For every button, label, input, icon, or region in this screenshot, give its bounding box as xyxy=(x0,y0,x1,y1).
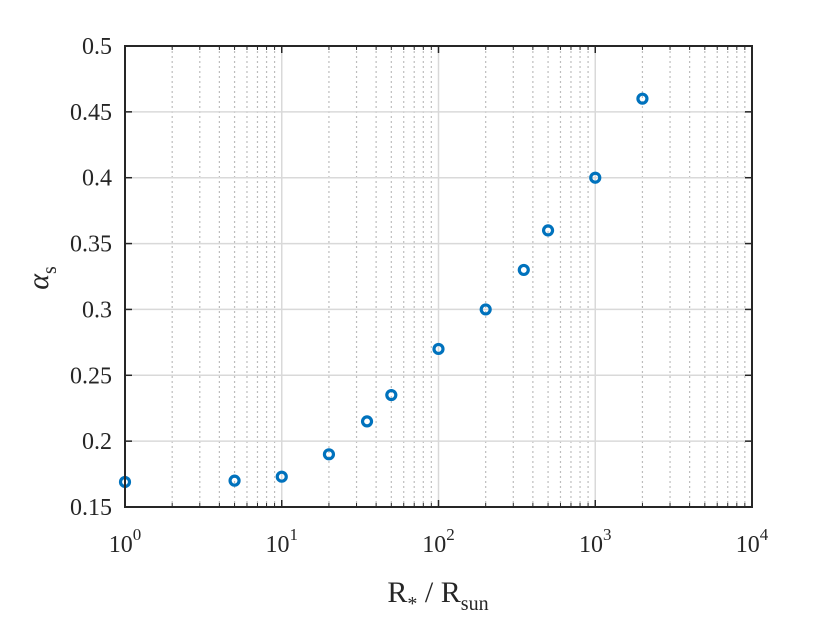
y-tick-label: 0.45 xyxy=(70,100,112,126)
x-tick-label: 103 xyxy=(579,525,612,558)
y-axis-label-main: α xyxy=(22,273,55,290)
x-tick-base: 10 xyxy=(266,532,290,558)
y-tick-label: 0.2 xyxy=(82,429,112,455)
data-point xyxy=(432,342,445,356)
x-tick-exponent: 1 xyxy=(290,525,299,544)
x-tick-base: 10 xyxy=(109,532,133,558)
minor-grid xyxy=(171,46,746,507)
data-points xyxy=(118,92,649,489)
y-tick-label: 0.35 xyxy=(70,232,112,258)
data-point xyxy=(636,92,649,105)
x-axis-label-subscript: * xyxy=(407,593,417,615)
x-tick-exponent: 4 xyxy=(760,525,769,544)
y-axis-label: αs xyxy=(22,266,61,290)
y-tick-label: 0.15 xyxy=(70,495,112,521)
data-point xyxy=(322,448,336,461)
tick-labels: 100 101 102 103 1040.150.20.250.30.350.40.45… xyxy=(70,34,769,558)
axis-ticks xyxy=(124,45,753,508)
data-point xyxy=(275,470,288,483)
x-axis-label-subscript-2: sun xyxy=(461,593,489,615)
x-tick-base: 10 xyxy=(579,532,603,558)
x-axis-label-main: R xyxy=(387,576,407,609)
y-tick-label: 0.5 xyxy=(82,34,112,60)
data-point xyxy=(385,388,398,402)
x-tick-label: 101 xyxy=(266,525,299,558)
x-tick-label: 102 xyxy=(422,525,455,558)
y-axis-label-subscript: s xyxy=(39,266,61,274)
x-axis-label-separator: / R xyxy=(417,576,460,609)
x-tick-base: 10 xyxy=(736,532,760,558)
data-point xyxy=(479,303,492,316)
data-point xyxy=(360,415,374,428)
y-tick-label: 0.4 xyxy=(82,166,112,192)
y-tick-label: 0.3 xyxy=(82,297,112,323)
y-tick-label: 0.25 xyxy=(70,363,112,389)
data-point xyxy=(228,474,241,487)
data-point xyxy=(541,224,555,237)
data-point xyxy=(517,263,530,277)
x-tick-label: 100 xyxy=(109,525,142,558)
x-tick-label: 104 xyxy=(736,525,769,558)
x-tick-exponent: 2 xyxy=(446,525,455,544)
x-tick-exponent: 0 xyxy=(133,525,142,544)
x-tick-exponent: 3 xyxy=(603,525,612,544)
x-tick-base: 10 xyxy=(422,532,446,558)
x-axis-label: R* / Rsun xyxy=(387,576,488,615)
data-point xyxy=(589,171,602,184)
